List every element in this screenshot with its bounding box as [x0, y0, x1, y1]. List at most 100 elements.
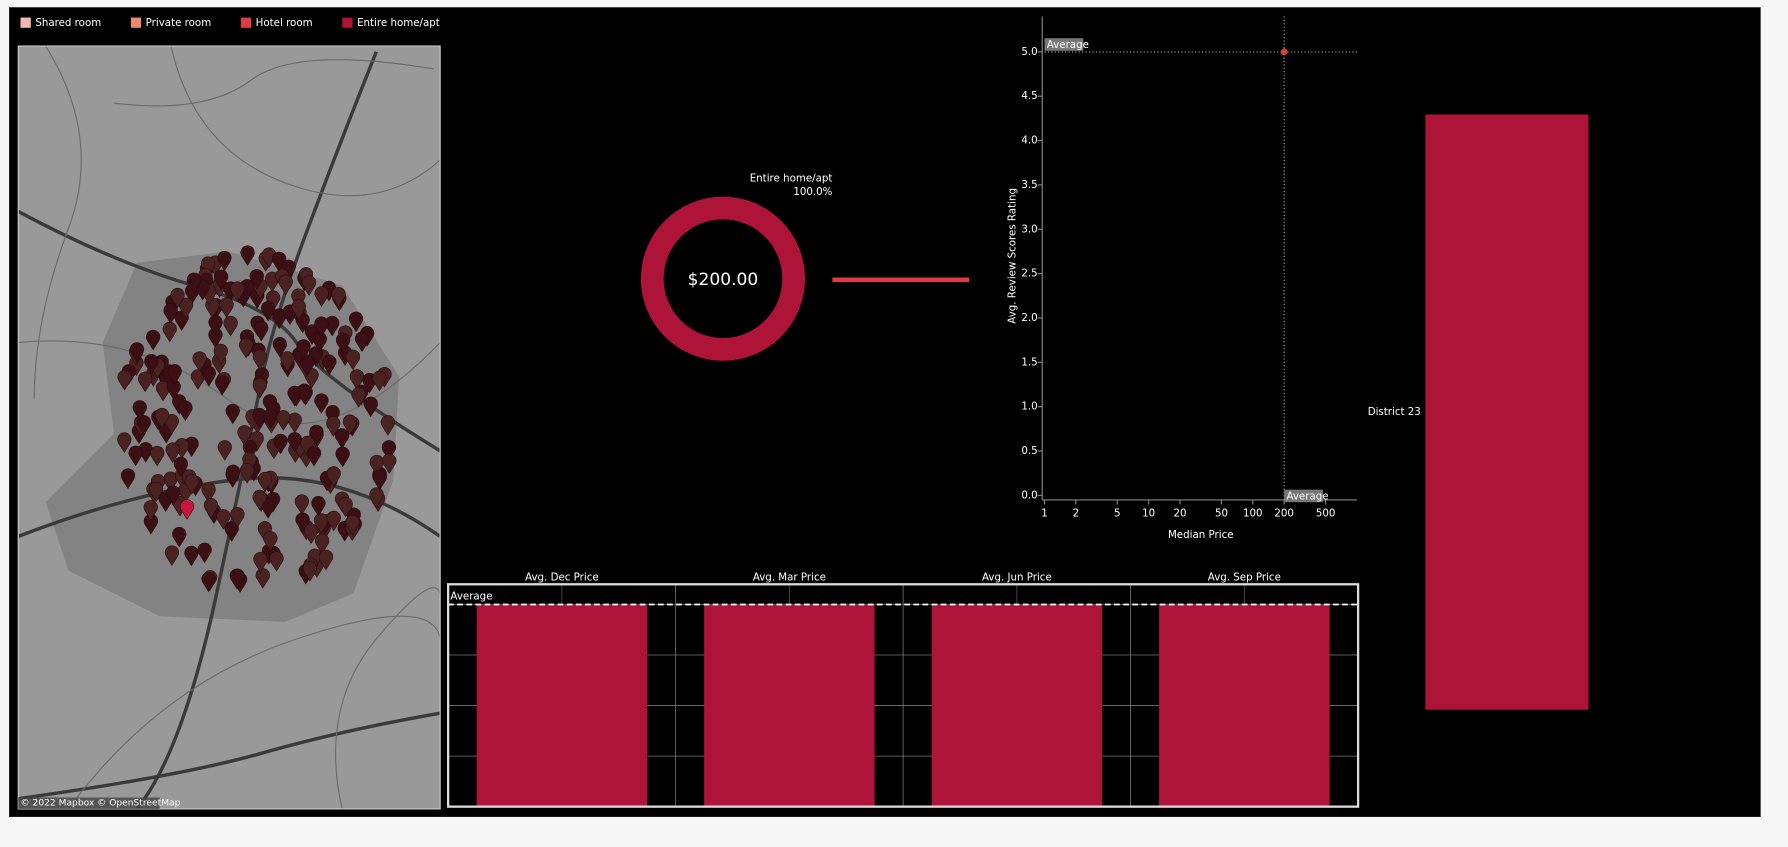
legend-label: Entire home/apt	[357, 17, 440, 29]
map-pin	[150, 445, 165, 467]
legend-label: Hotel room	[256, 17, 313, 29]
bar	[931, 604, 1103, 807]
map-pin	[201, 365, 217, 387]
map-pin	[165, 442, 180, 463]
x-tick-label: 20	[1173, 508, 1186, 520]
map-pin	[291, 288, 306, 310]
map-pin	[308, 346, 323, 367]
map-pin	[309, 424, 324, 446]
map-pin	[213, 343, 228, 365]
map-pin	[167, 364, 182, 385]
map-pin	[325, 405, 340, 426]
map-pin	[253, 552, 268, 573]
map-pin	[314, 286, 329, 307]
map-pin	[254, 320, 269, 342]
map-pin	[201, 571, 216, 593]
map-pin	[197, 542, 212, 564]
map-pin	[217, 250, 232, 272]
map-pin	[239, 463, 255, 484]
reference-label: Average	[450, 591, 492, 603]
map: © 2022 Mapbox © OpenStreetMap	[17, 45, 441, 810]
map-pin	[117, 432, 132, 453]
map-pin	[269, 551, 284, 572]
map-pin	[276, 410, 291, 431]
y-tick-label: 3.5	[1021, 179, 1037, 191]
map-pin	[335, 446, 350, 468]
panel-header: Avg. Sep Price	[1208, 571, 1281, 583]
map-pin	[318, 549, 334, 571]
map-pin	[144, 354, 159, 375]
map-pin	[326, 510, 341, 532]
scatter-point	[1280, 48, 1288, 56]
map-pin	[294, 494, 310, 515]
map-pin	[381, 440, 397, 461]
x-tick-label: 5	[1114, 508, 1121, 520]
map-pin	[263, 531, 278, 552]
map-pin	[249, 269, 264, 290]
map-pin	[300, 435, 315, 457]
y-tick-label: 1.5	[1021, 356, 1037, 368]
map-pin	[281, 259, 296, 281]
y-tick-label: 4.0	[1021, 135, 1037, 147]
map-pin	[178, 297, 194, 319]
map-pin	[178, 400, 193, 422]
map-pin	[363, 396, 378, 418]
map-pin	[348, 311, 364, 333]
map-pin	[129, 342, 145, 363]
map-pin	[186, 272, 202, 294]
map-pin	[217, 440, 232, 461]
map-pin	[200, 256, 216, 278]
map-pin	[138, 371, 153, 393]
map-pin	[252, 377, 267, 399]
x-tick-label: 200	[1274, 508, 1294, 520]
donut-category-label: Entire home/apt	[750, 172, 833, 184]
map-pin	[372, 370, 387, 392]
map-pin	[240, 245, 255, 266]
map-pin	[301, 275, 317, 296]
map-pin	[287, 432, 302, 453]
reference-label: Average	[1286, 490, 1328, 502]
bar	[1159, 604, 1330, 807]
map-pin	[342, 414, 358, 436]
map-pin	[257, 521, 272, 542]
map-pin	[225, 403, 240, 425]
map-border	[17, 45, 441, 810]
map-pin	[331, 286, 346, 308]
map-pin	[311, 496, 326, 517]
map-pin	[306, 445, 322, 467]
map-pin	[345, 514, 360, 536]
map-pin	[338, 496, 353, 518]
map-pin	[201, 482, 216, 503]
reference-label: Average	[1047, 39, 1089, 51]
y-tick-label: 0.5	[1021, 445, 1037, 457]
map-pin	[192, 351, 207, 372]
map-pin	[128, 445, 143, 467]
y-tick-label: 4.5	[1021, 90, 1037, 102]
map-pin	[369, 487, 384, 508]
x-tick-label: 50	[1215, 508, 1228, 520]
map-pin	[278, 274, 293, 296]
map-pin	[230, 281, 245, 302]
map-pin	[203, 498, 219, 519]
map-pin	[173, 456, 188, 478]
x-tick-label: 1	[1041, 508, 1048, 520]
map-pin	[266, 290, 281, 311]
map-pin	[354, 331, 370, 353]
map-pin	[146, 329, 161, 351]
map-pin	[184, 473, 199, 495]
legend: Shared room Private room Hotel room Entire …	[20, 17, 440, 29]
map-pin	[351, 387, 366, 408]
map-pin	[230, 507, 245, 528]
map-pin	[291, 299, 306, 320]
legend-swatch	[20, 17, 31, 28]
map-pin	[302, 561, 318, 582]
map-pin	[164, 545, 180, 566]
map-pin	[136, 415, 152, 436]
map-pin	[314, 533, 330, 555]
map-pin	[334, 428, 350, 449]
y-tick-label: 2.0	[1021, 312, 1037, 324]
map-pin	[120, 468, 136, 489]
map-pin	[148, 481, 164, 503]
map-pin	[300, 355, 315, 376]
